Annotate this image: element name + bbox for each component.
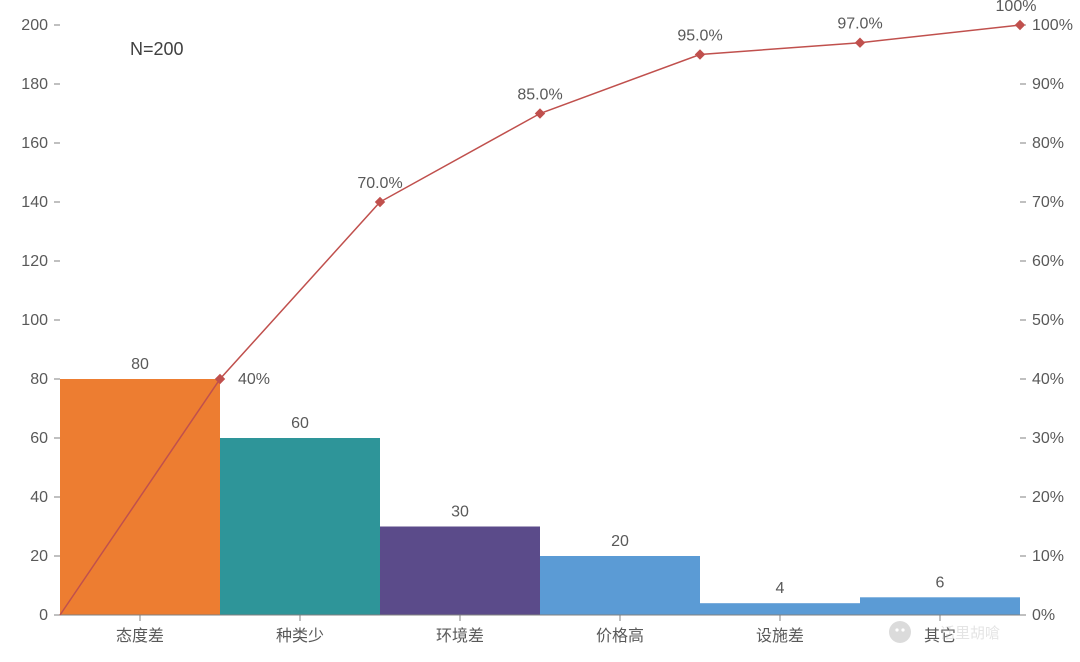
y-left-tick-label: 140 xyxy=(21,194,48,211)
bar-value-label: 4 xyxy=(776,580,785,597)
y-right-tick-label: 30% xyxy=(1032,430,1064,447)
bar xyxy=(380,527,540,616)
y-right-tick-label: 80% xyxy=(1032,135,1064,152)
bar-value-label: 80 xyxy=(131,356,149,373)
y-right-tick-label: 90% xyxy=(1032,76,1064,93)
y-left-tick-label: 0 xyxy=(39,607,48,624)
y-left-tick-label: 100 xyxy=(21,312,48,329)
bar xyxy=(220,438,380,615)
line-value-label: 95.0% xyxy=(677,28,722,45)
watermark-text: 话里胡嗆 xyxy=(940,625,1000,642)
x-category-label: 种类少 xyxy=(276,627,324,645)
bar-value-label: 6 xyxy=(936,574,945,591)
y-right-tick-label: 20% xyxy=(1032,489,1064,506)
bar-value-label: 20 xyxy=(611,533,629,550)
bar xyxy=(540,556,700,615)
y-left-tick-label: 120 xyxy=(21,253,48,270)
y-left-tick-label: 160 xyxy=(21,135,48,152)
sample-size-annotation: N=200 xyxy=(130,39,184,59)
x-category-label: 设施差 xyxy=(756,627,804,645)
y-right-tick-label: 40% xyxy=(1032,371,1064,388)
x-category-label: 价格高 xyxy=(596,627,644,645)
y-left-tick-label: 20 xyxy=(30,548,48,565)
y-left-tick-label: 60 xyxy=(30,430,48,447)
y-right-tick-label: 50% xyxy=(1032,312,1064,329)
y-right-tick-label: 70% xyxy=(1032,194,1064,211)
line-value-label: 85.0% xyxy=(517,87,562,104)
y-left-tick-label: 180 xyxy=(21,76,48,93)
watermark: 话里胡嗆 xyxy=(889,621,1000,643)
bar-value-label: 60 xyxy=(291,415,309,432)
line-value-label: 100% xyxy=(996,0,1037,15)
y-right-tick-label: 60% xyxy=(1032,253,1064,270)
y-left-tick-label: 80 xyxy=(30,371,48,388)
bar xyxy=(700,603,860,615)
line-value-label: 40% xyxy=(238,371,270,388)
y-left-tick-label: 40 xyxy=(30,489,48,506)
pareto-chart: 80603020460204060801001201401601802000%1… xyxy=(0,0,1080,662)
y-right-tick-label: 100% xyxy=(1032,17,1073,34)
bar-value-label: 30 xyxy=(451,504,469,521)
x-category-label: 环境差 xyxy=(436,626,484,645)
line-value-label: 70.0% xyxy=(357,175,402,192)
bar xyxy=(860,597,1020,615)
y-right-tick-label: 10% xyxy=(1032,548,1064,565)
x-category-label: 态度差 xyxy=(116,627,164,645)
y-right-tick-label: 0% xyxy=(1032,607,1055,624)
line-value-label: 97.0% xyxy=(837,16,882,33)
y-left-tick-label: 200 xyxy=(21,17,48,34)
